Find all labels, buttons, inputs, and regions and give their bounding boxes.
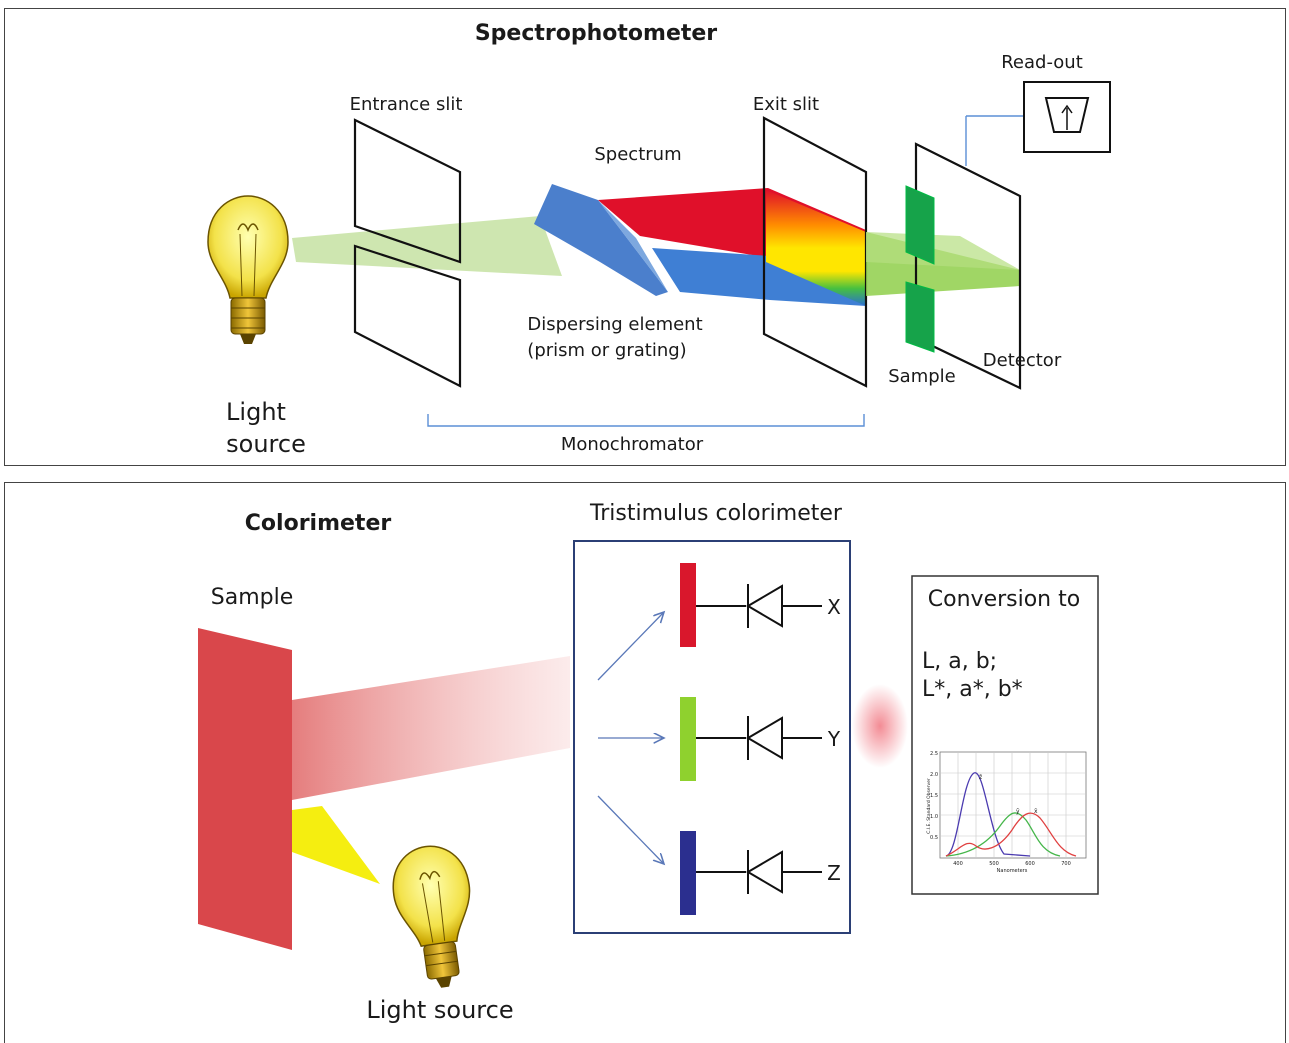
monochromator-bracket	[427, 414, 865, 427]
light-source-label-line1: Light	[226, 398, 286, 426]
x-filter	[680, 563, 696, 647]
colorimeter-light-source-label: Light source	[366, 996, 513, 1024]
mini-chart-series-y: ȳ	[1016, 808, 1020, 815]
output-y-label: Y	[827, 727, 841, 751]
light-bulb-icon	[207, 195, 289, 344]
readout-label: Read-out	[1001, 52, 1083, 73]
mini-chart-ytick: 2.5	[930, 751, 938, 757]
spectrophotometer-title: Spectrophotometer	[475, 21, 717, 46]
rainbow-spectrum	[766, 190, 866, 306]
dispersing-element	[534, 184, 668, 296]
mini-chart-ytick: 2.0	[930, 772, 938, 778]
photodiode-y-icon	[696, 716, 822, 760]
output-x-label: X	[827, 595, 841, 619]
mini-chart-xtick: 600	[1025, 861, 1035, 867]
mini-chart-ylabel: C.I.E. Standard Observer	[926, 778, 932, 834]
monochromator-label: Monochromator	[561, 434, 704, 455]
dispersing-element-sublabel: (prism or grating)	[527, 340, 686, 361]
entrance-slit-label: Entrance slit	[350, 94, 463, 115]
spectrum-label: Spectrum	[594, 144, 681, 165]
mini-chart-ytick: 1.0	[930, 814, 938, 820]
conversion-title: Conversion to	[928, 587, 1080, 612]
incident-light-cone	[292, 806, 380, 884]
photodiode-x-icon	[696, 584, 822, 628]
tristimulus-label: Tristimulus colorimeter	[589, 501, 843, 526]
spectrum-blue-band	[652, 248, 866, 306]
mini-chart-xlabel: Nanometers	[997, 868, 1028, 874]
exit-slit-label: Exit slit	[753, 94, 819, 115]
meter-needle-tip	[1061, 104, 1073, 114]
prism-face	[598, 200, 668, 292]
mini-chart-series-x: x̄	[1034, 808, 1038, 815]
entrance-slit	[353, 118, 462, 388]
output-z-label: Z	[827, 861, 841, 885]
detector-label: Detector	[983, 350, 1062, 371]
dispersing-element-label: Dispersing element	[527, 314, 702, 335]
arrow-to-z-filter	[597, 795, 664, 864]
mini-chart-series-z: z̄	[979, 774, 982, 781]
tristimulus-box	[573, 540, 851, 934]
meter-icon	[1044, 97, 1090, 133]
y-filter	[680, 697, 696, 781]
cie-mini-chart: z̄ ȳ x̄ 2.5 2.0 1.5 1.0 0.5 400 500 600 …	[926, 751, 1087, 874]
conversion-lab: L, a, b;	[922, 649, 997, 674]
arrow-to-x-filter	[597, 612, 664, 681]
conversion-lab-star: L*, a*, b*	[922, 677, 1023, 702]
output-glow	[852, 684, 908, 768]
light-source-label-line2: source	[226, 430, 306, 458]
light-bulb-icon-2	[392, 845, 471, 988]
colorimeter-sample-label: Sample	[211, 585, 294, 610]
reflected-beam	[292, 656, 570, 800]
z-filter	[680, 831, 696, 915]
sample-cuvette-bottom	[905, 281, 935, 353]
incident-light-beam	[292, 216, 562, 276]
exit-slit	[762, 116, 868, 388]
photodiode-z-icon	[696, 850, 822, 894]
mini-chart-xtick: 400	[953, 861, 963, 867]
mini-chart-xtick: 500	[989, 861, 999, 867]
sample-cuvette-top	[905, 185, 935, 265]
mini-chart-ytick: 1.5	[930, 793, 938, 799]
detector	[914, 142, 1022, 390]
sample-label-top: Sample	[888, 366, 956, 387]
mini-chart-ytick: 0.5	[930, 835, 938, 841]
beam-upper-face	[866, 232, 1020, 270]
mini-chart-xtick: 700	[1061, 861, 1071, 867]
colorimeter-sample	[198, 628, 292, 950]
colorimeter-title: Colorimeter	[245, 511, 392, 536]
